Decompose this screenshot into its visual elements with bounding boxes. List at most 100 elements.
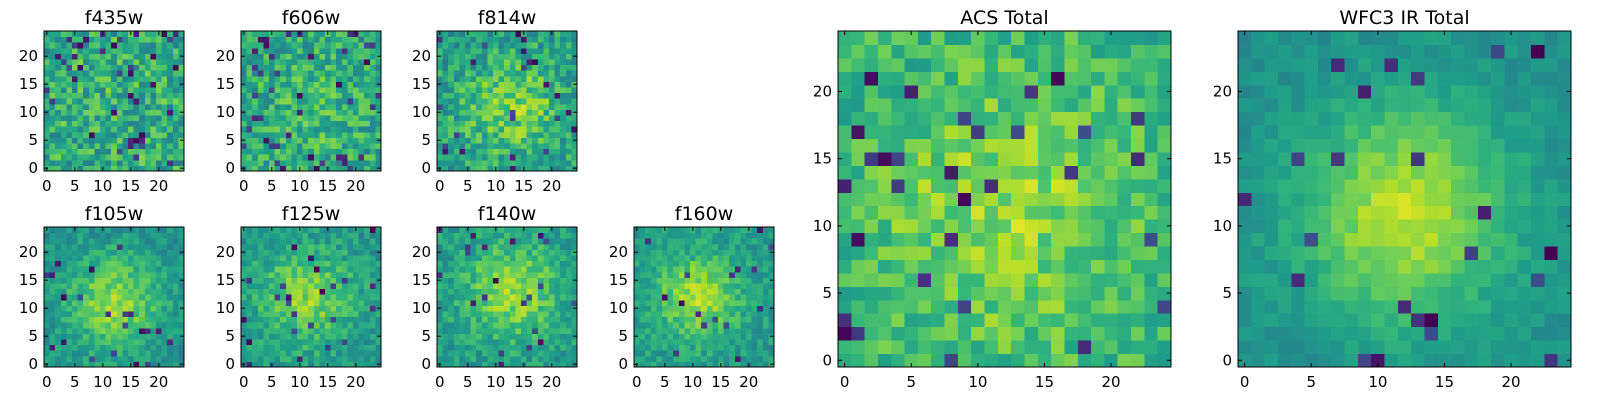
heatmap-cell bbox=[358, 344, 365, 351]
heatmap-cell bbox=[498, 92, 505, 99]
heatmap-cell bbox=[532, 333, 539, 340]
heatmap-cell bbox=[280, 277, 287, 284]
heatmap-cell bbox=[83, 316, 90, 323]
heatmap-cell bbox=[325, 143, 332, 150]
heatmap-cell bbox=[554, 277, 561, 284]
heatmap-cell bbox=[476, 322, 483, 329]
heatmap-cell bbox=[470, 87, 477, 94]
heatmap-cell bbox=[662, 311, 669, 318]
heatmap-cell bbox=[729, 316, 736, 323]
heatmap-cell bbox=[931, 165, 946, 180]
heatmap-cell bbox=[549, 333, 556, 340]
heatmap-cell bbox=[549, 109, 556, 116]
heatmap-cell bbox=[161, 243, 168, 250]
heatmap-cell bbox=[453, 249, 460, 256]
heatmap-cell bbox=[442, 322, 449, 329]
heatmap-cell bbox=[690, 294, 697, 301]
heatmap-cell bbox=[768, 355, 775, 362]
heatmap-cell bbox=[358, 75, 365, 82]
heatmap-cell bbox=[358, 47, 365, 54]
heatmap-cell bbox=[470, 109, 477, 116]
heatmap-cell bbox=[718, 299, 725, 306]
heatmap-cell bbox=[571, 227, 578, 234]
heatmap-cell bbox=[515, 299, 522, 306]
heatmap-cell bbox=[269, 333, 276, 340]
heatmap-cell bbox=[150, 283, 157, 290]
heatmap-cell bbox=[83, 266, 90, 273]
heatmap-cell bbox=[768, 327, 775, 334]
heatmap-cell bbox=[493, 288, 500, 295]
heatmap-cell bbox=[740, 271, 747, 278]
y-tick-label: 15 bbox=[19, 75, 38, 93]
panel-title: f435w bbox=[85, 7, 144, 29]
heatmap-cell bbox=[241, 238, 248, 245]
heatmap-cell bbox=[465, 120, 472, 127]
heatmap-cell bbox=[706, 283, 713, 290]
heatmap-cell bbox=[549, 299, 556, 306]
heatmap-cell bbox=[673, 339, 680, 346]
heatmap-cell bbox=[161, 143, 168, 150]
heatmap-cell bbox=[341, 36, 348, 43]
heatmap-cell bbox=[526, 143, 533, 150]
heatmap-cell bbox=[156, 294, 163, 301]
heatmap-cell bbox=[246, 227, 253, 234]
heatmap-cell bbox=[746, 355, 753, 362]
heatmap-cell bbox=[325, 311, 332, 318]
heatmap-cell bbox=[673, 333, 680, 340]
heatmap-cell bbox=[336, 249, 343, 256]
heatmap-cell bbox=[476, 283, 483, 290]
heatmap-cell bbox=[476, 36, 483, 43]
heatmap-cell bbox=[734, 266, 741, 273]
heatmap-cell bbox=[144, 249, 151, 256]
heatmap-cell bbox=[313, 159, 320, 166]
heatmap-cell bbox=[144, 255, 151, 262]
heatmap-cell bbox=[308, 36, 315, 43]
heatmap-cell bbox=[493, 249, 500, 256]
heatmap-cell bbox=[364, 266, 371, 273]
heatmap-cell bbox=[150, 238, 157, 245]
heatmap-cell bbox=[66, 255, 73, 262]
y-tick-label: 5 bbox=[618, 327, 628, 345]
heatmap-cell bbox=[133, 36, 140, 43]
heatmap-cell bbox=[313, 53, 320, 60]
heatmap-cell bbox=[252, 350, 259, 357]
heatmap-cell bbox=[269, 59, 276, 66]
heatmap-cell bbox=[498, 103, 505, 110]
heatmap-cell bbox=[470, 92, 477, 99]
heatmap-cell bbox=[1064, 192, 1079, 207]
heatmap-cell bbox=[560, 327, 567, 334]
heatmap-cell bbox=[650, 294, 657, 301]
heatmap-cell bbox=[246, 339, 253, 346]
heatmap-cell bbox=[111, 87, 118, 94]
heatmap-cell bbox=[94, 277, 101, 284]
heatmap-cell bbox=[246, 53, 253, 60]
heatmap-cell bbox=[319, 288, 326, 295]
heatmap-cell bbox=[984, 340, 999, 355]
heatmap-cell bbox=[515, 271, 522, 278]
heatmap-cell bbox=[997, 192, 1012, 207]
heatmap-cell bbox=[762, 249, 769, 256]
x-tick-label: 5 bbox=[70, 373, 80, 391]
heatmap-cell bbox=[532, 42, 539, 49]
heatmap-cell bbox=[375, 316, 382, 323]
heatmap-cell bbox=[60, 87, 67, 94]
heatmap-cell bbox=[353, 243, 360, 250]
heatmap-cell bbox=[241, 59, 248, 66]
heatmap-cell bbox=[105, 277, 112, 284]
heatmap-cell bbox=[280, 42, 287, 49]
heatmap-cell bbox=[167, 115, 174, 122]
heatmap-cell bbox=[330, 333, 337, 340]
heatmap-cell bbox=[509, 271, 516, 278]
heatmap-cell bbox=[77, 59, 84, 66]
heatmap-cell bbox=[634, 350, 641, 357]
heatmap-cell bbox=[448, 277, 455, 284]
heatmap-cell bbox=[723, 249, 730, 256]
heatmap-cell bbox=[656, 255, 663, 262]
heatmap-cell bbox=[325, 81, 332, 88]
heatmap-cell bbox=[105, 299, 112, 306]
heatmap-cell bbox=[263, 143, 270, 150]
heatmap-cell bbox=[437, 243, 444, 250]
heatmap-cell bbox=[161, 249, 168, 256]
heatmap-cell bbox=[100, 53, 107, 60]
heatmap-cell bbox=[757, 260, 764, 267]
